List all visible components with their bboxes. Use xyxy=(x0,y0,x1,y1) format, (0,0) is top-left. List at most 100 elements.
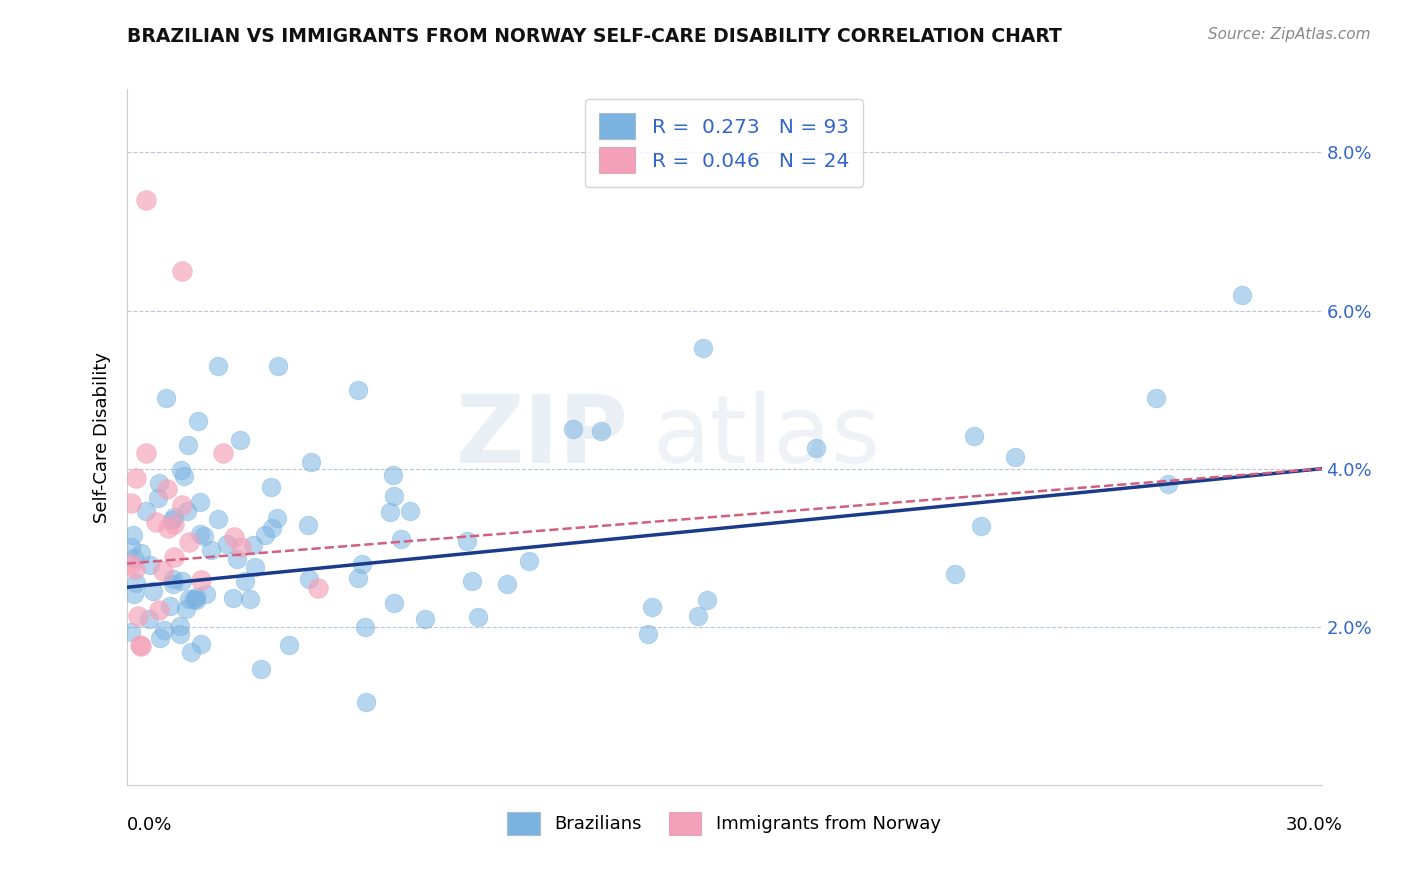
Point xyxy=(347,572,370,586)
Point xyxy=(277,638,299,652)
Point xyxy=(131,639,153,653)
Point xyxy=(122,528,145,542)
Point xyxy=(389,532,412,546)
Legend: Brazilians, Immigrants from Norway: Brazilians, Immigrants from Norway xyxy=(501,805,948,842)
Point xyxy=(183,592,205,607)
Point xyxy=(297,517,319,532)
Point xyxy=(184,593,207,607)
Point xyxy=(169,627,191,641)
Point xyxy=(180,645,202,659)
Point xyxy=(233,574,256,589)
Point xyxy=(176,601,198,615)
Point xyxy=(155,391,177,405)
Point xyxy=(172,264,194,278)
Point xyxy=(163,549,186,564)
Y-axis label: Self-Care Disability: Self-Care Disability xyxy=(93,351,111,523)
Point xyxy=(153,623,176,637)
Point xyxy=(170,498,193,512)
Point xyxy=(243,560,266,574)
Point xyxy=(970,519,993,533)
Text: atlas: atlas xyxy=(652,391,880,483)
Point xyxy=(122,551,145,566)
Point xyxy=(378,504,401,518)
Point xyxy=(135,446,157,460)
Point xyxy=(163,509,186,524)
Point xyxy=(495,577,517,591)
Text: 30.0%: 30.0% xyxy=(1286,816,1343,834)
Point xyxy=(173,468,195,483)
Point xyxy=(190,637,212,651)
Point xyxy=(207,512,229,526)
Point xyxy=(212,446,235,460)
Point xyxy=(120,624,142,639)
Point xyxy=(696,592,718,607)
Point xyxy=(307,581,329,595)
Point xyxy=(120,496,142,510)
Text: Source: ZipAtlas.com: Source: ZipAtlas.com xyxy=(1208,27,1371,42)
Point xyxy=(945,566,967,581)
Point xyxy=(148,603,170,617)
Point xyxy=(139,558,162,573)
Point xyxy=(169,619,191,633)
Point xyxy=(298,572,321,586)
Point xyxy=(159,599,181,614)
Point xyxy=(692,342,714,356)
Point xyxy=(413,612,436,626)
Point xyxy=(253,528,276,542)
Point xyxy=(239,592,262,607)
Point xyxy=(200,543,222,558)
Point xyxy=(352,557,374,571)
Point xyxy=(179,591,201,606)
Point xyxy=(266,511,288,525)
Point xyxy=(260,480,283,494)
Point xyxy=(1230,287,1253,301)
Point xyxy=(589,425,612,439)
Text: ZIP: ZIP xyxy=(456,391,628,483)
Point xyxy=(382,596,405,610)
Point xyxy=(124,587,146,601)
Point xyxy=(267,359,290,373)
Point xyxy=(250,662,273,676)
Point xyxy=(382,467,405,482)
Point xyxy=(806,441,828,455)
Point xyxy=(160,512,183,526)
Point xyxy=(124,562,146,576)
Point xyxy=(399,504,422,518)
Point xyxy=(135,504,157,518)
Point xyxy=(184,591,207,605)
Point xyxy=(170,574,193,589)
Point xyxy=(561,421,583,435)
Point xyxy=(262,521,284,535)
Point xyxy=(177,535,200,549)
Point xyxy=(149,632,172,646)
Point xyxy=(152,564,174,578)
Point xyxy=(125,471,148,485)
Point xyxy=(188,527,211,541)
Point xyxy=(120,557,142,571)
Point xyxy=(461,574,484,588)
Point xyxy=(127,608,149,623)
Point xyxy=(222,530,245,544)
Point xyxy=(156,483,179,497)
Point xyxy=(354,694,377,708)
Point xyxy=(162,577,184,591)
Point xyxy=(193,529,215,543)
Point xyxy=(138,612,160,626)
Point xyxy=(163,516,186,531)
Point xyxy=(382,489,405,503)
Point xyxy=(125,576,148,591)
Point xyxy=(120,540,142,554)
Point xyxy=(456,533,478,548)
Point xyxy=(135,193,157,207)
Point xyxy=(231,541,253,555)
Point xyxy=(1004,450,1026,464)
Text: 0.0%: 0.0% xyxy=(127,816,172,834)
Point xyxy=(170,463,193,477)
Point xyxy=(963,428,986,442)
Point xyxy=(162,572,184,586)
Point xyxy=(637,627,659,641)
Point xyxy=(145,515,167,529)
Point xyxy=(194,587,217,601)
Point xyxy=(215,537,238,551)
Point xyxy=(301,455,323,469)
